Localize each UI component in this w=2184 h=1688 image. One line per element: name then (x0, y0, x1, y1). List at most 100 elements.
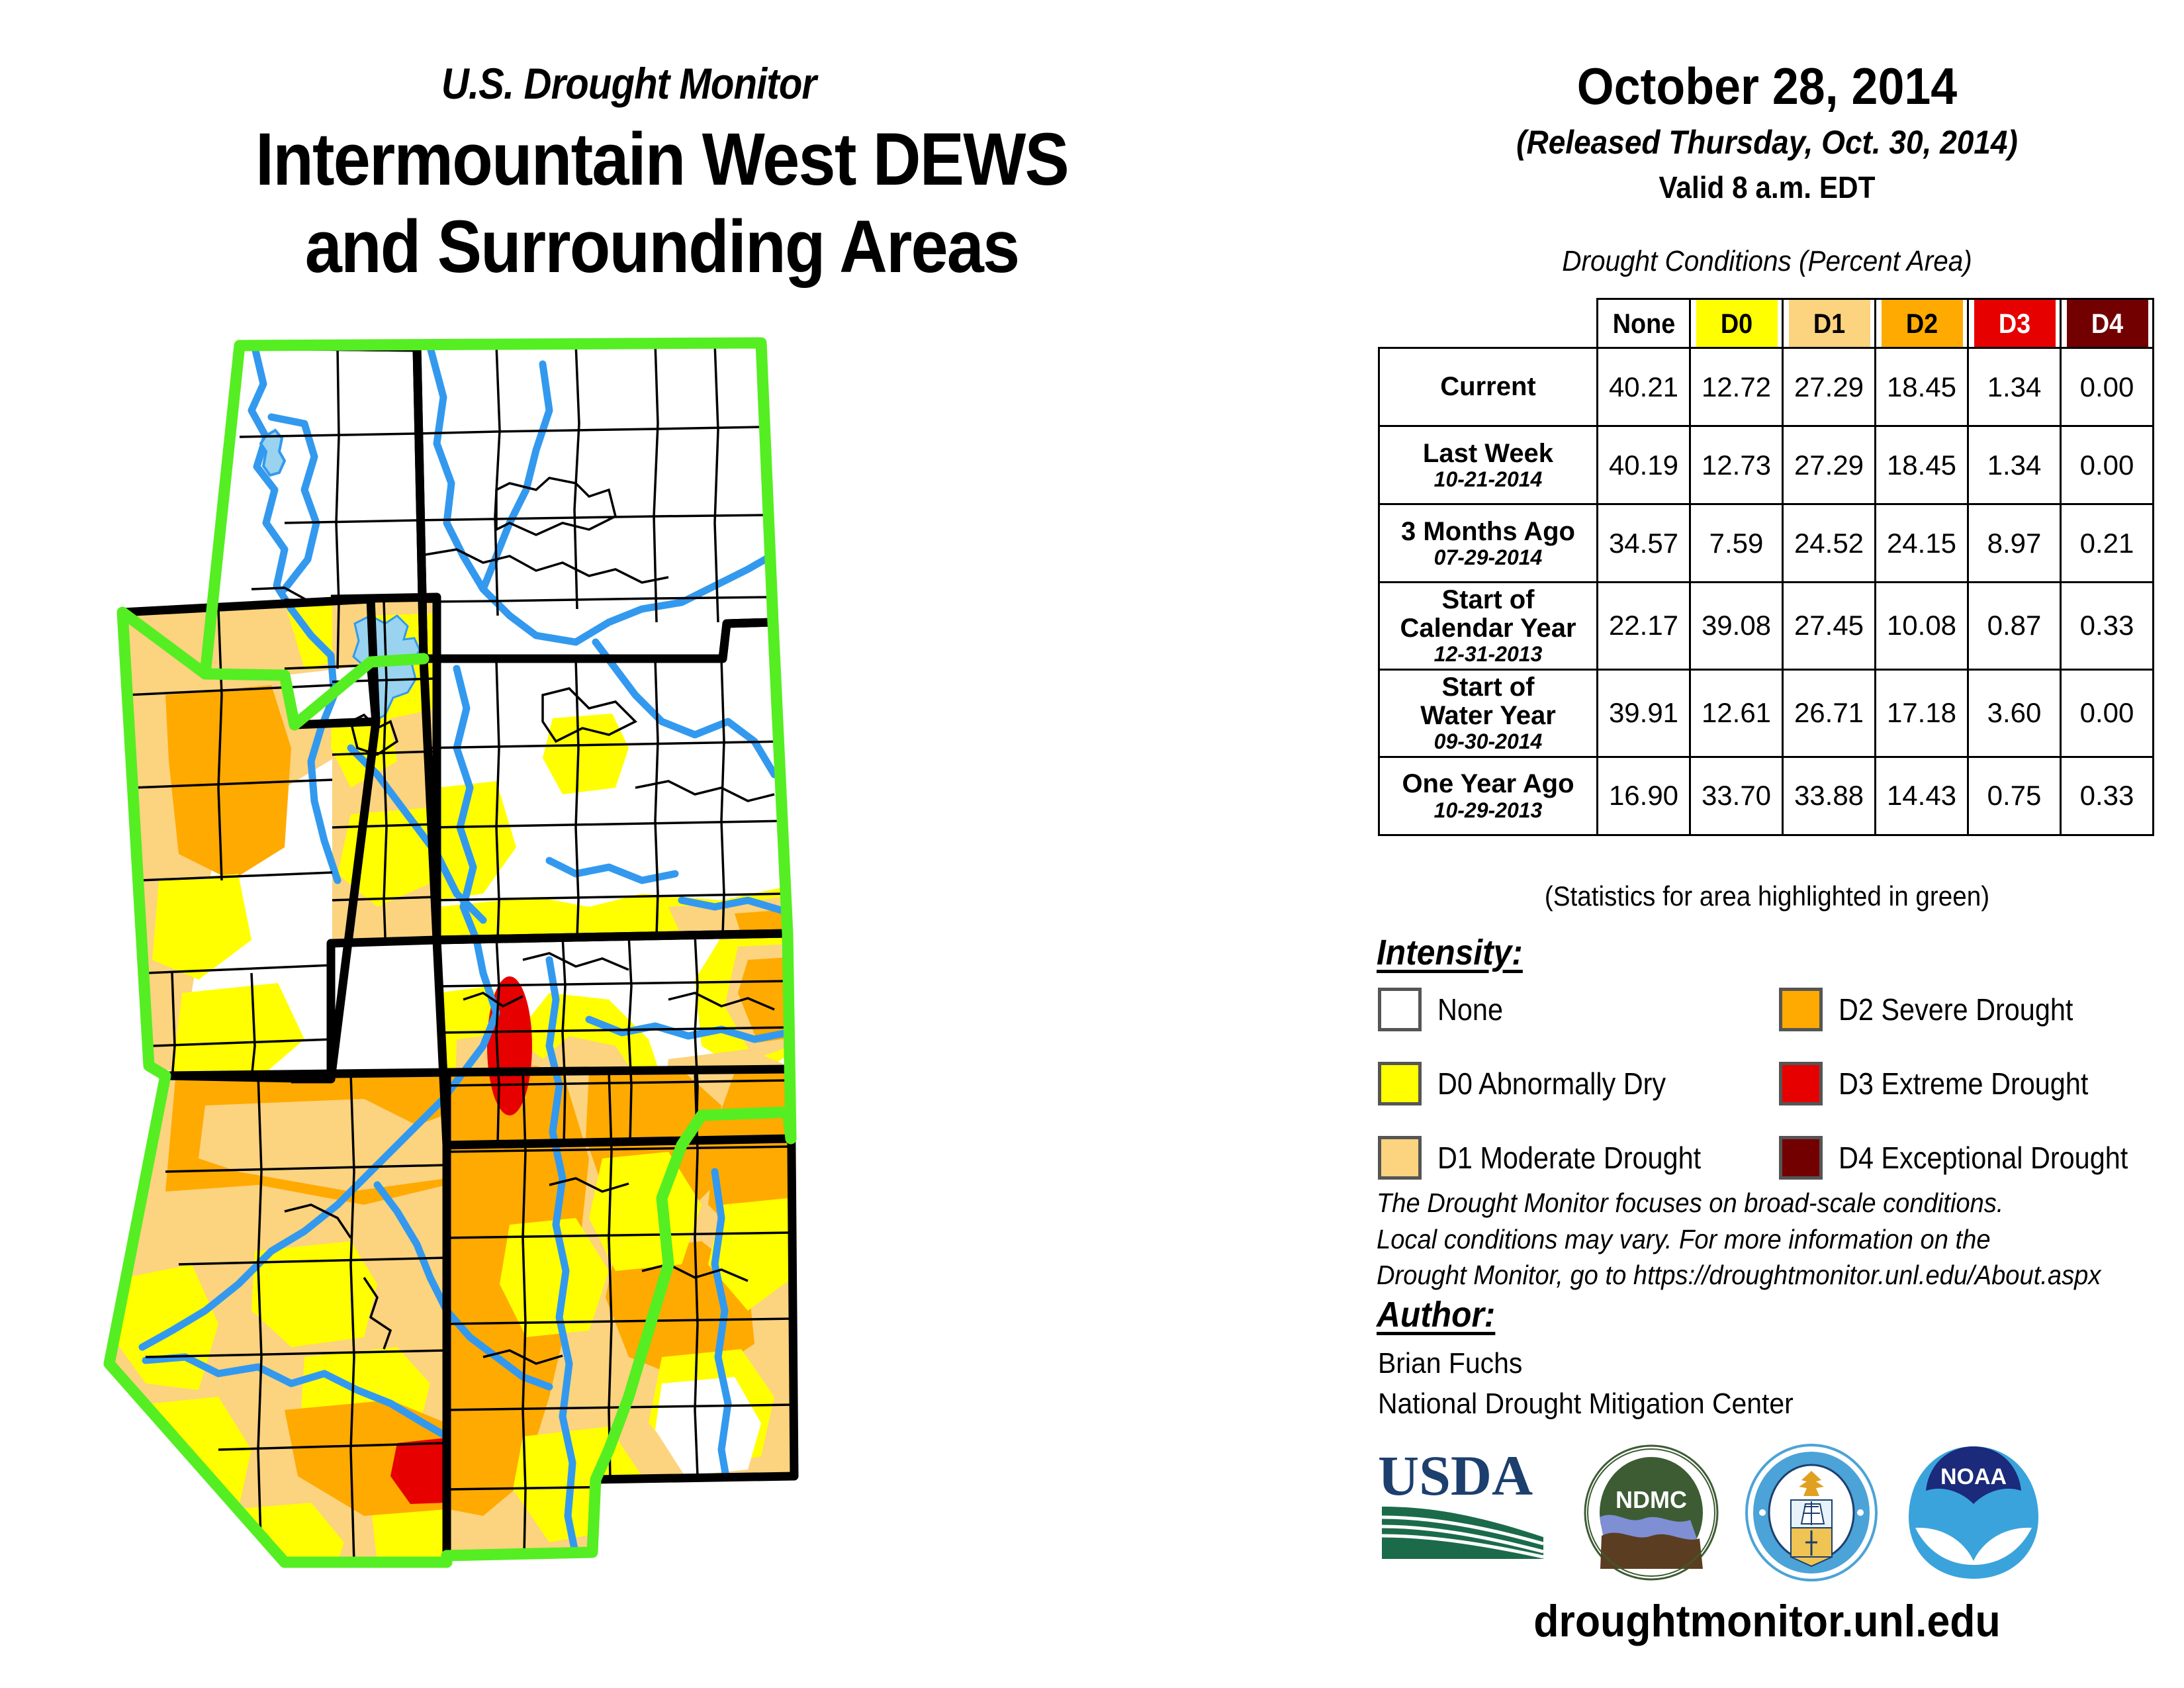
legend-item-d3: D3 Extreme Drought (1779, 1062, 2116, 1105)
table-cell-d0: 12.73 (1689, 425, 1784, 505)
legend-label-d2: D2 Severe Drought (1839, 992, 2073, 1027)
table-row-label: Current (1378, 347, 1598, 427)
intensity-heading: Intensity: (1377, 933, 1523, 972)
table-row-label: Start of Water Year 09-30-2014 (1378, 668, 1598, 758)
table-cell-d2: 17.18 (1874, 668, 1969, 758)
table-cell-d0: 12.61 (1689, 668, 1784, 758)
disclaimer-line-3: Drought Monitor, go to https://droughtmo… (1377, 1260, 2101, 1291)
table-header-row: None D0 D1 D2 D3 D4 (1379, 298, 2154, 349)
right-panel: October 28, 2014 (Released Thursday, Oct… (1350, 0, 2184, 1688)
row-label-date: 07-29-2014 (1433, 545, 1543, 569)
table-row: Start of Calendar Year 12-31-2013 22.17 39.0… (1378, 581, 2154, 671)
author-heading: Author: (1377, 1295, 1496, 1335)
table-row-label: One Year Ago 10-29-2013 (1378, 755, 1598, 836)
table-cell-d4: 0.33 (2060, 581, 2154, 671)
table-row: Start of Water Year 09-30-2014 39.91 12.61 26… (1378, 668, 2154, 758)
legend-label-none: None (1437, 992, 1503, 1027)
table-cell-d3: 8.97 (1967, 503, 2062, 583)
release-date: (Released Thursday, Oct. 30, 2014) (1516, 124, 2018, 161)
table-cell-d4: 0.33 (2060, 755, 2154, 836)
ndmc-logo: NDMC (1580, 1443, 1723, 1585)
logo-row: USDA NDMC (1370, 1443, 2184, 1585)
table-row-label: Last Week 10-21-2014 (1378, 425, 1598, 505)
table-cell-none: 16.90 (1596, 755, 1691, 836)
table-cell-d0: 33.70 (1689, 755, 1784, 836)
table-cell-d4: 0.00 (2060, 425, 2154, 505)
legend-label-d4: D4 Exceptional Drought (1839, 1141, 2128, 1175)
table-cell-d0: 12.72 (1689, 347, 1784, 427)
table-cell-d0: 39.08 (1689, 581, 1784, 671)
left-panel: U.S. Drought Monitor Intermountain West … (66, 59, 1297, 1609)
row-label-line: Last Week (1422, 438, 1554, 468)
legend-item-d1: D1 Moderate Drought (1378, 1136, 1730, 1180)
table-cell-d1: 27.29 (1782, 425, 1876, 505)
table-cell-d3: 3.60 (1967, 668, 2062, 758)
table-cell-d2: 24.15 (1874, 503, 1969, 583)
table-cell-d2: 10.08 (1874, 581, 1969, 671)
disclaimer-text: The Drought Monitor focuses on broad-sca… (1377, 1185, 2128, 1293)
drought-map (86, 324, 1297, 1609)
row-label-line: Water Year (1420, 701, 1556, 731)
page-title: Intermountain West DEWS and Surrounding … (66, 116, 1257, 291)
author-organization: National Drought Mitigation Center (1378, 1387, 1794, 1420)
legend-swatch-d1-icon (1378, 1136, 1422, 1180)
valid-time: Valid 8 a.m. EDT (1659, 170, 1876, 205)
noaa-logo-icon: NOAA (1909, 1446, 2038, 1579)
table-corner-cell (1390, 299, 1586, 348)
table-cell-d1: 27.29 (1782, 347, 1876, 427)
row-label-line: Current (1440, 371, 1536, 401)
table-caption: Drought Conditions (Percent Area) (1562, 245, 1972, 277)
legend-item-d0: D0 Abnormally Dry (1378, 1062, 1691, 1105)
table-row: Last Week 10-21-2014 40.19 12.73 27.29 18.45 1… (1378, 425, 2154, 505)
table-cell-d2: 14.43 (1874, 755, 1969, 836)
table-cell-none: 34.57 (1596, 503, 1691, 583)
row-label-date: 10-29-2013 (1433, 798, 1543, 822)
legend-swatch-d3-icon (1779, 1062, 1823, 1105)
legend-swatch-d0-icon (1378, 1062, 1422, 1105)
title-line-1: Intermountain West DEWS (255, 118, 1069, 201)
legend-item-none: None (1378, 988, 1510, 1031)
row-label-date: 12-31-2013 (1433, 642, 1543, 667)
legend-swatch-none-icon (1378, 988, 1422, 1031)
table-cell-none: 39.91 (1596, 668, 1691, 758)
dews-highlight-boundary (103, 337, 797, 1568)
row-label-line: Start of (1441, 672, 1535, 702)
table-cell-d4: 0.21 (2060, 503, 2154, 583)
row-label-date: 09-30-2014 (1433, 729, 1543, 754)
disclaimer-line-1: The Drought Monitor focuses on broad-sca… (1377, 1188, 2004, 1218)
table-row: Current 40.21 12.72 27.29 18.45 1.34 0.00 (1378, 347, 2154, 427)
row-label-line: Calendar Year (1400, 614, 1576, 643)
author-name: Brian Fuchs (1378, 1347, 1523, 1380)
noaa-logo: NOAA (1899, 1443, 2048, 1585)
table-cell-none: 40.21 (1596, 347, 1691, 427)
svg-text:USDA: USDA (1378, 1444, 1533, 1507)
legend-item-d4: D4 Exceptional Drought (1779, 1136, 2160, 1180)
table-cell-d1: 33.88 (1782, 755, 1876, 836)
svg-text:NOAA: NOAA (1940, 1464, 2007, 1489)
usda-logo: USDA (1370, 1443, 1569, 1585)
col-header-d2: D2 (1879, 298, 1964, 349)
table-cell-d1: 26.71 (1782, 668, 1876, 758)
col-header-d1: D1 (1786, 298, 1872, 349)
table-cell-d1: 24.52 (1782, 503, 1876, 583)
table-cell-d3: 0.87 (1967, 581, 2062, 671)
table-cell-d3: 0.75 (1967, 755, 2062, 836)
svg-text:NDMC: NDMC (1615, 1486, 1687, 1513)
stats-note: (Statistics for area highlighted in gree… (1544, 880, 1990, 912)
legend-swatch-d4-icon (1779, 1136, 1823, 1180)
map-svg (103, 337, 799, 1568)
col-header-none: None (1601, 298, 1686, 349)
table-row-label: 3 Months Ago 07-29-2014 (1378, 503, 1598, 583)
table-cell-none: 40.19 (1596, 425, 1691, 505)
col-header-d4: D4 (2064, 298, 2150, 349)
table-row: 3 Months Ago 07-29-2014 34.57 7.59 24.52 24.1… (1378, 503, 2154, 583)
legend-label-d3: D3 Extreme Drought (1839, 1066, 2089, 1101)
table-cell-d3: 1.34 (1967, 425, 2062, 505)
site-url: droughtmonitor.unl.edu (1533, 1596, 2001, 1646)
doc-seal-icon (1745, 1444, 1878, 1581)
table-row: One Year Ago 10-29-2013 16.90 33.70 33.88 14.… (1378, 755, 2154, 836)
table-cell-d0: 7.59 (1689, 503, 1784, 583)
legend-label-d1: D1 Moderate Drought (1437, 1141, 1702, 1175)
disclaimer-line-2: Local conditions may vary. For more info… (1377, 1223, 1991, 1254)
